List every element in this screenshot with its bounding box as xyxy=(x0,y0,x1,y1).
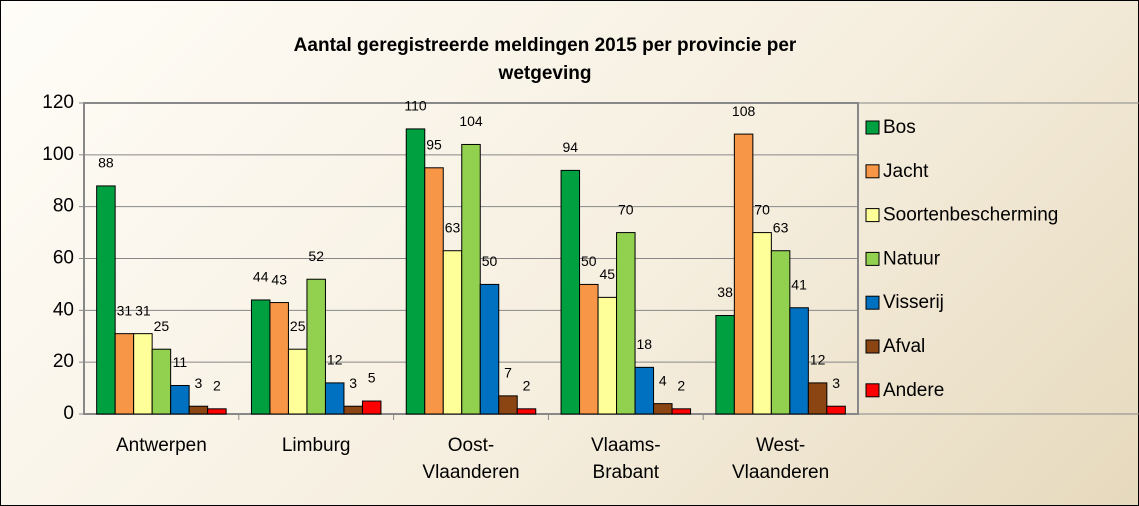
bar xyxy=(807,382,828,415)
data-label: 43 xyxy=(271,271,287,287)
data-label: 88 xyxy=(98,155,114,171)
legend-swatch xyxy=(865,383,880,398)
bar xyxy=(343,405,363,415)
bar xyxy=(442,250,463,415)
bar xyxy=(653,403,673,415)
data-label: 70 xyxy=(618,201,634,217)
bar xyxy=(770,250,791,415)
y-tick-label: 60 xyxy=(53,248,74,269)
bar xyxy=(715,315,735,415)
bar xyxy=(96,185,116,415)
bar xyxy=(616,232,636,415)
data-label: 108 xyxy=(732,103,756,119)
x-tick-label: Oost-Vlaanderen xyxy=(422,435,520,483)
x-tick-label: Limburg xyxy=(281,435,351,456)
legend-swatch xyxy=(865,295,880,310)
data-label: 11 xyxy=(173,354,188,370)
data-label: 3 xyxy=(349,375,357,391)
legend-label: Jacht xyxy=(883,161,929,182)
legend-label: Afval xyxy=(883,336,925,357)
y-tick-label: 120 xyxy=(42,92,74,113)
data-label: 25 xyxy=(154,318,170,334)
data-label: 12 xyxy=(810,352,826,368)
data-label: 18 xyxy=(637,336,653,352)
data-label: 94 xyxy=(563,139,579,155)
bar xyxy=(479,283,500,415)
data-label: 70 xyxy=(754,201,770,217)
bar xyxy=(405,128,426,415)
data-label: 44 xyxy=(253,269,269,285)
data-label: 41 xyxy=(791,276,807,292)
data-label: 52 xyxy=(308,248,324,264)
bar xyxy=(207,408,227,415)
legend-swatch xyxy=(865,208,880,223)
y-tick-label: 80 xyxy=(53,196,74,217)
data-label: 63 xyxy=(773,219,789,235)
legend-label: Soortenbescherming xyxy=(883,205,1058,226)
data-label: 3 xyxy=(832,375,840,391)
x-tick-label: Vlaams-Brabant xyxy=(590,435,661,483)
data-label: 63 xyxy=(445,219,461,235)
bar xyxy=(789,307,809,415)
bar xyxy=(560,169,581,415)
bar xyxy=(461,143,481,415)
data-label: 104 xyxy=(459,113,483,129)
bar xyxy=(361,400,382,415)
x-tick-label: West-Vlaanderen xyxy=(731,435,830,483)
data-label: 2 xyxy=(213,378,221,394)
data-label: 4 xyxy=(659,372,667,388)
x-tick-label: Antwerpen xyxy=(115,435,207,456)
bar xyxy=(498,395,518,415)
y-tick-label: 0 xyxy=(63,403,74,424)
bar xyxy=(306,278,326,415)
bar xyxy=(671,408,692,415)
bar xyxy=(324,382,345,415)
bar xyxy=(424,167,444,415)
legend-swatch xyxy=(865,339,880,354)
legend-swatch xyxy=(865,120,880,135)
y-tick-label: 100 xyxy=(42,144,74,165)
data-label: 50 xyxy=(482,253,498,269)
bar xyxy=(634,366,655,415)
legend-swatch xyxy=(865,164,880,179)
legend-label: Visserij xyxy=(883,292,944,313)
bar xyxy=(287,348,308,415)
legend-label: Bos xyxy=(883,117,916,138)
bar xyxy=(579,283,599,415)
bar xyxy=(114,333,135,415)
data-label: 110 xyxy=(404,98,427,114)
bar xyxy=(188,405,209,415)
legend-label: Andere xyxy=(883,380,944,401)
bar xyxy=(170,384,190,415)
legend-swatch xyxy=(865,251,880,266)
data-label: 38 xyxy=(717,284,733,300)
legend-label: Natuur xyxy=(883,248,941,269)
bar xyxy=(597,296,618,415)
data-label: 95 xyxy=(426,136,442,152)
data-label: 3 xyxy=(195,375,203,391)
y-tick-label: 20 xyxy=(53,351,74,372)
bar xyxy=(733,133,754,415)
data-label: 31 xyxy=(135,302,151,318)
data-label: 7 xyxy=(504,365,512,381)
chart-title: Aantal geregistreerde meldingen 2015 per… xyxy=(293,35,797,84)
bar xyxy=(516,408,537,415)
data-label: 50 xyxy=(581,253,597,269)
data-label: 2 xyxy=(677,378,685,394)
bar xyxy=(133,333,153,415)
data-label: 12 xyxy=(327,352,343,368)
bar xyxy=(269,302,289,415)
data-label: 45 xyxy=(600,266,616,282)
bar xyxy=(826,405,846,415)
data-label: 2 xyxy=(523,378,531,394)
y-tick-label: 40 xyxy=(53,299,74,320)
data-label: 31 xyxy=(117,302,133,318)
bar xyxy=(250,299,271,415)
bar xyxy=(752,232,772,415)
data-label: 25 xyxy=(290,318,306,334)
bar xyxy=(151,348,172,415)
data-label: 5 xyxy=(368,370,376,386)
